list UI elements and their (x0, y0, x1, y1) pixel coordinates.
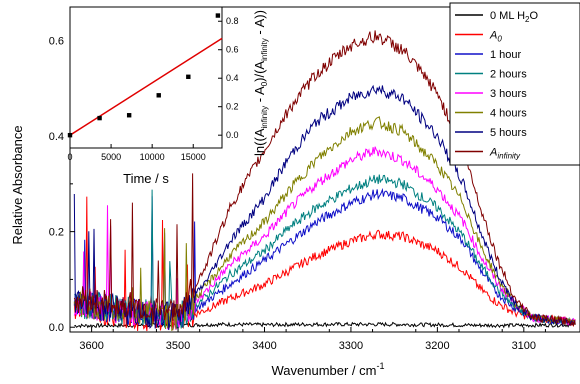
inset-x-tick-label-0: 0 (67, 152, 72, 162)
inset-frame (69, 6, 223, 149)
inset-y-axis-title: ln((Ainfinity - A0)/(Ainfinity - A)) (252, 10, 269, 156)
x-tick-label-3100: 3100 (512, 340, 536, 352)
y-tick-label-1: 0.2 (49, 227, 64, 239)
legend-box (449, 2, 580, 166)
inset-x-tick-label-10000: 10000 (140, 152, 165, 162)
series-line-s7 (73, 30, 576, 326)
main-plot-frame (69, 6, 580, 333)
x-tick-label-3300: 3300 (339, 340, 363, 352)
y-axis-title: Relative Absorbance (10, 125, 25, 244)
legend-label-s6: 5 hours (490, 127, 527, 139)
series-line-s5 (73, 116, 576, 332)
x-axis-title: Wavenumber / cm-1 (271, 361, 384, 378)
legend-label-s5: 4 hours (490, 108, 527, 120)
legend-label-s4: 3 hours (490, 88, 527, 100)
series-line-s3 (74, 174, 576, 329)
y-tick-label-0: 0.0 (49, 322, 64, 334)
inset-point-0 (67, 132, 73, 138)
inset-y-tick-label-3: 0.6 (226, 45, 239, 55)
x-tick-label-3600: 3600 (79, 340, 103, 352)
inset-x-tick-label-15000: 15000 (181, 152, 206, 162)
inset-y-tick-label-0: 0.0 (226, 130, 239, 140)
y-tick-label-3: 0.6 (49, 35, 64, 47)
x-tick-label-3500: 3500 (166, 340, 190, 352)
inset-point-2 (126, 113, 132, 118)
series-line-s6 (73, 84, 576, 331)
main-axes: 3600 3500 3400 3300 3200 3100 0.0 0.2 0.4 0.6 (49, 35, 546, 352)
inset-point-3 (156, 93, 161, 98)
inset-point-1 (97, 115, 102, 121)
spectra-series-group (73, 30, 576, 332)
x-tick-label-3200: 3200 (425, 340, 449, 352)
inset-x-tick-label-5000: 5000 (101, 152, 121, 162)
legend-label-s3: 2 hours (490, 69, 527, 81)
legend-label-s2: 1 hour (490, 49, 522, 61)
inset-point-5 (215, 13, 221, 18)
x-tick-label-3400: 3400 (252, 340, 276, 352)
legend-label-s0: 0 ML H2O (490, 10, 539, 24)
inset-y-tick-label-1: 0.2 (226, 102, 239, 112)
legend: 0 ML H2O A0 1 hour 2 hours 3 hours 4 hours 5 h… (449, 2, 580, 166)
inset-y-tick-label-4: 0.8 (226, 16, 239, 26)
legend-label-s7: Ainfinity (489, 147, 521, 161)
y-tick-label-2: 0.4 (49, 131, 64, 143)
inset-y-tick-label-2: 0.4 (226, 73, 239, 83)
inset-content: 0 5000 10000 15000 0.0 0.2 0.4 0.6 0.8 (67, 13, 239, 162)
inset-x-axis-title: Time / s (123, 171, 169, 186)
fit-line (69, 37, 223, 136)
inset-point-4 (186, 74, 191, 79)
legend-label-s1: A0 (489, 30, 502, 44)
